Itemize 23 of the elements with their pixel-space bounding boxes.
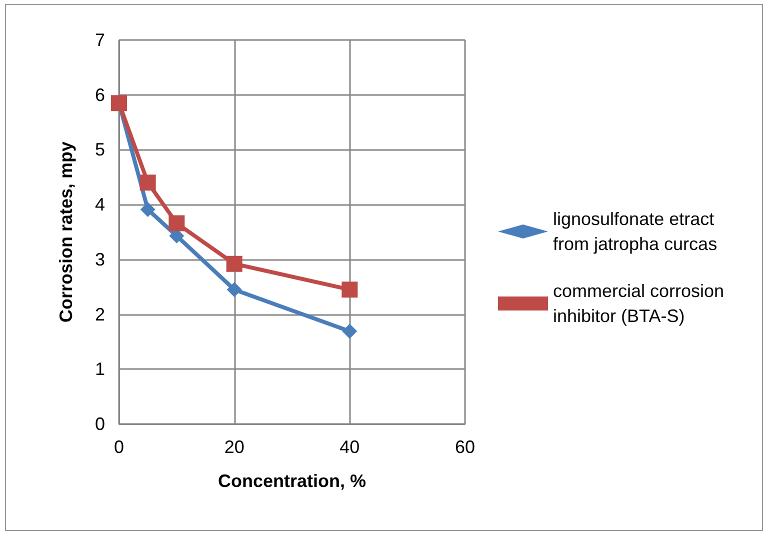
legend-label: commercial corrosion inhibitor (BTA-S) xyxy=(553,281,730,326)
y-tick-label: 6 xyxy=(94,84,105,105)
y-tick-label: 7 xyxy=(94,30,105,50)
y-tick-label: 5 xyxy=(94,140,105,160)
y-tick-label: 1 xyxy=(94,359,105,380)
x-tick-label: 20 xyxy=(224,437,244,457)
point xyxy=(226,282,242,298)
x-tick-label: 60 xyxy=(454,437,476,457)
point xyxy=(342,324,358,339)
x-axis-title: Concentration, % xyxy=(218,471,366,491)
point xyxy=(168,215,185,232)
x-tick-label: 40 xyxy=(340,437,360,457)
y-axis-title: Corrosion rates, mpy xyxy=(56,141,76,323)
point xyxy=(342,282,358,298)
x-tick-label: 0 xyxy=(114,437,124,457)
point xyxy=(226,256,242,272)
legend-label: lignosulfonate etract from jatropha curcas xyxy=(553,209,720,254)
y-tick-label: 4 xyxy=(94,194,105,215)
y-tick-label: 0 xyxy=(94,414,105,434)
y-tick-label: 2 xyxy=(94,304,105,324)
y-tick-label: 3 xyxy=(94,249,105,270)
point xyxy=(140,174,156,191)
point xyxy=(140,202,156,218)
